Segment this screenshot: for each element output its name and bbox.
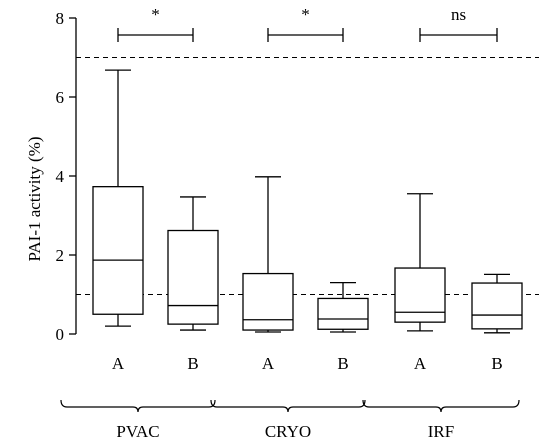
box-iqr (317, 297, 369, 330)
y-tick-label: 8 (56, 9, 65, 28)
group-brace (210, 399, 366, 413)
group-bracket-irf: IRF (362, 399, 520, 441)
significance-pvac: * (117, 5, 194, 42)
category-label: A (262, 354, 275, 373)
significance-brackets: * * ns (117, 5, 498, 42)
significance-irf: ns (419, 5, 498, 42)
significance-label: * (151, 5, 160, 24)
category-label: A (112, 354, 125, 373)
y-tick-label: 2 (56, 246, 65, 265)
group-bracket-cryo: CRYO (210, 399, 366, 441)
group-label: IRF (428, 422, 454, 441)
group-brackets: PVAC CRYO IRF (60, 399, 520, 441)
group-label: CRYO (265, 422, 311, 441)
y-tick-label: 4 (56, 167, 65, 186)
y-axis: 0 2 4 6 8 (56, 9, 77, 344)
category-label: B (491, 354, 502, 373)
box-iqr (394, 267, 446, 323)
box-irf-a: A (394, 193, 446, 373)
significance-cryo: * (267, 5, 344, 42)
box-iqr (242, 272, 294, 331)
category-label: A (414, 354, 427, 373)
group-brace (362, 399, 520, 413)
significance-label: * (301, 5, 310, 24)
box-cryo-b: B (317, 281, 369, 373)
box-iqr (92, 186, 144, 315)
reference-lines (76, 56, 539, 296)
group-brace (60, 399, 216, 413)
group-label: PVAC (116, 422, 159, 441)
box-irf-b: B (471, 273, 523, 373)
category-label: B (337, 354, 348, 373)
y-tick-label: 6 (56, 88, 65, 107)
box-cryo-a: A (242, 176, 294, 373)
box-iqr (471, 282, 523, 330)
box-pvac-a: A (92, 69, 144, 373)
group-bracket-pvac: PVAC (60, 399, 216, 441)
y-axis-title: PAI-1 activity (%) (25, 137, 44, 262)
significance-label: ns (451, 5, 466, 24)
category-label: B (187, 354, 198, 373)
box-iqr (167, 229, 219, 325)
y-tick-label: 0 (56, 325, 65, 344)
box-pvac-b: B (167, 196, 219, 373)
